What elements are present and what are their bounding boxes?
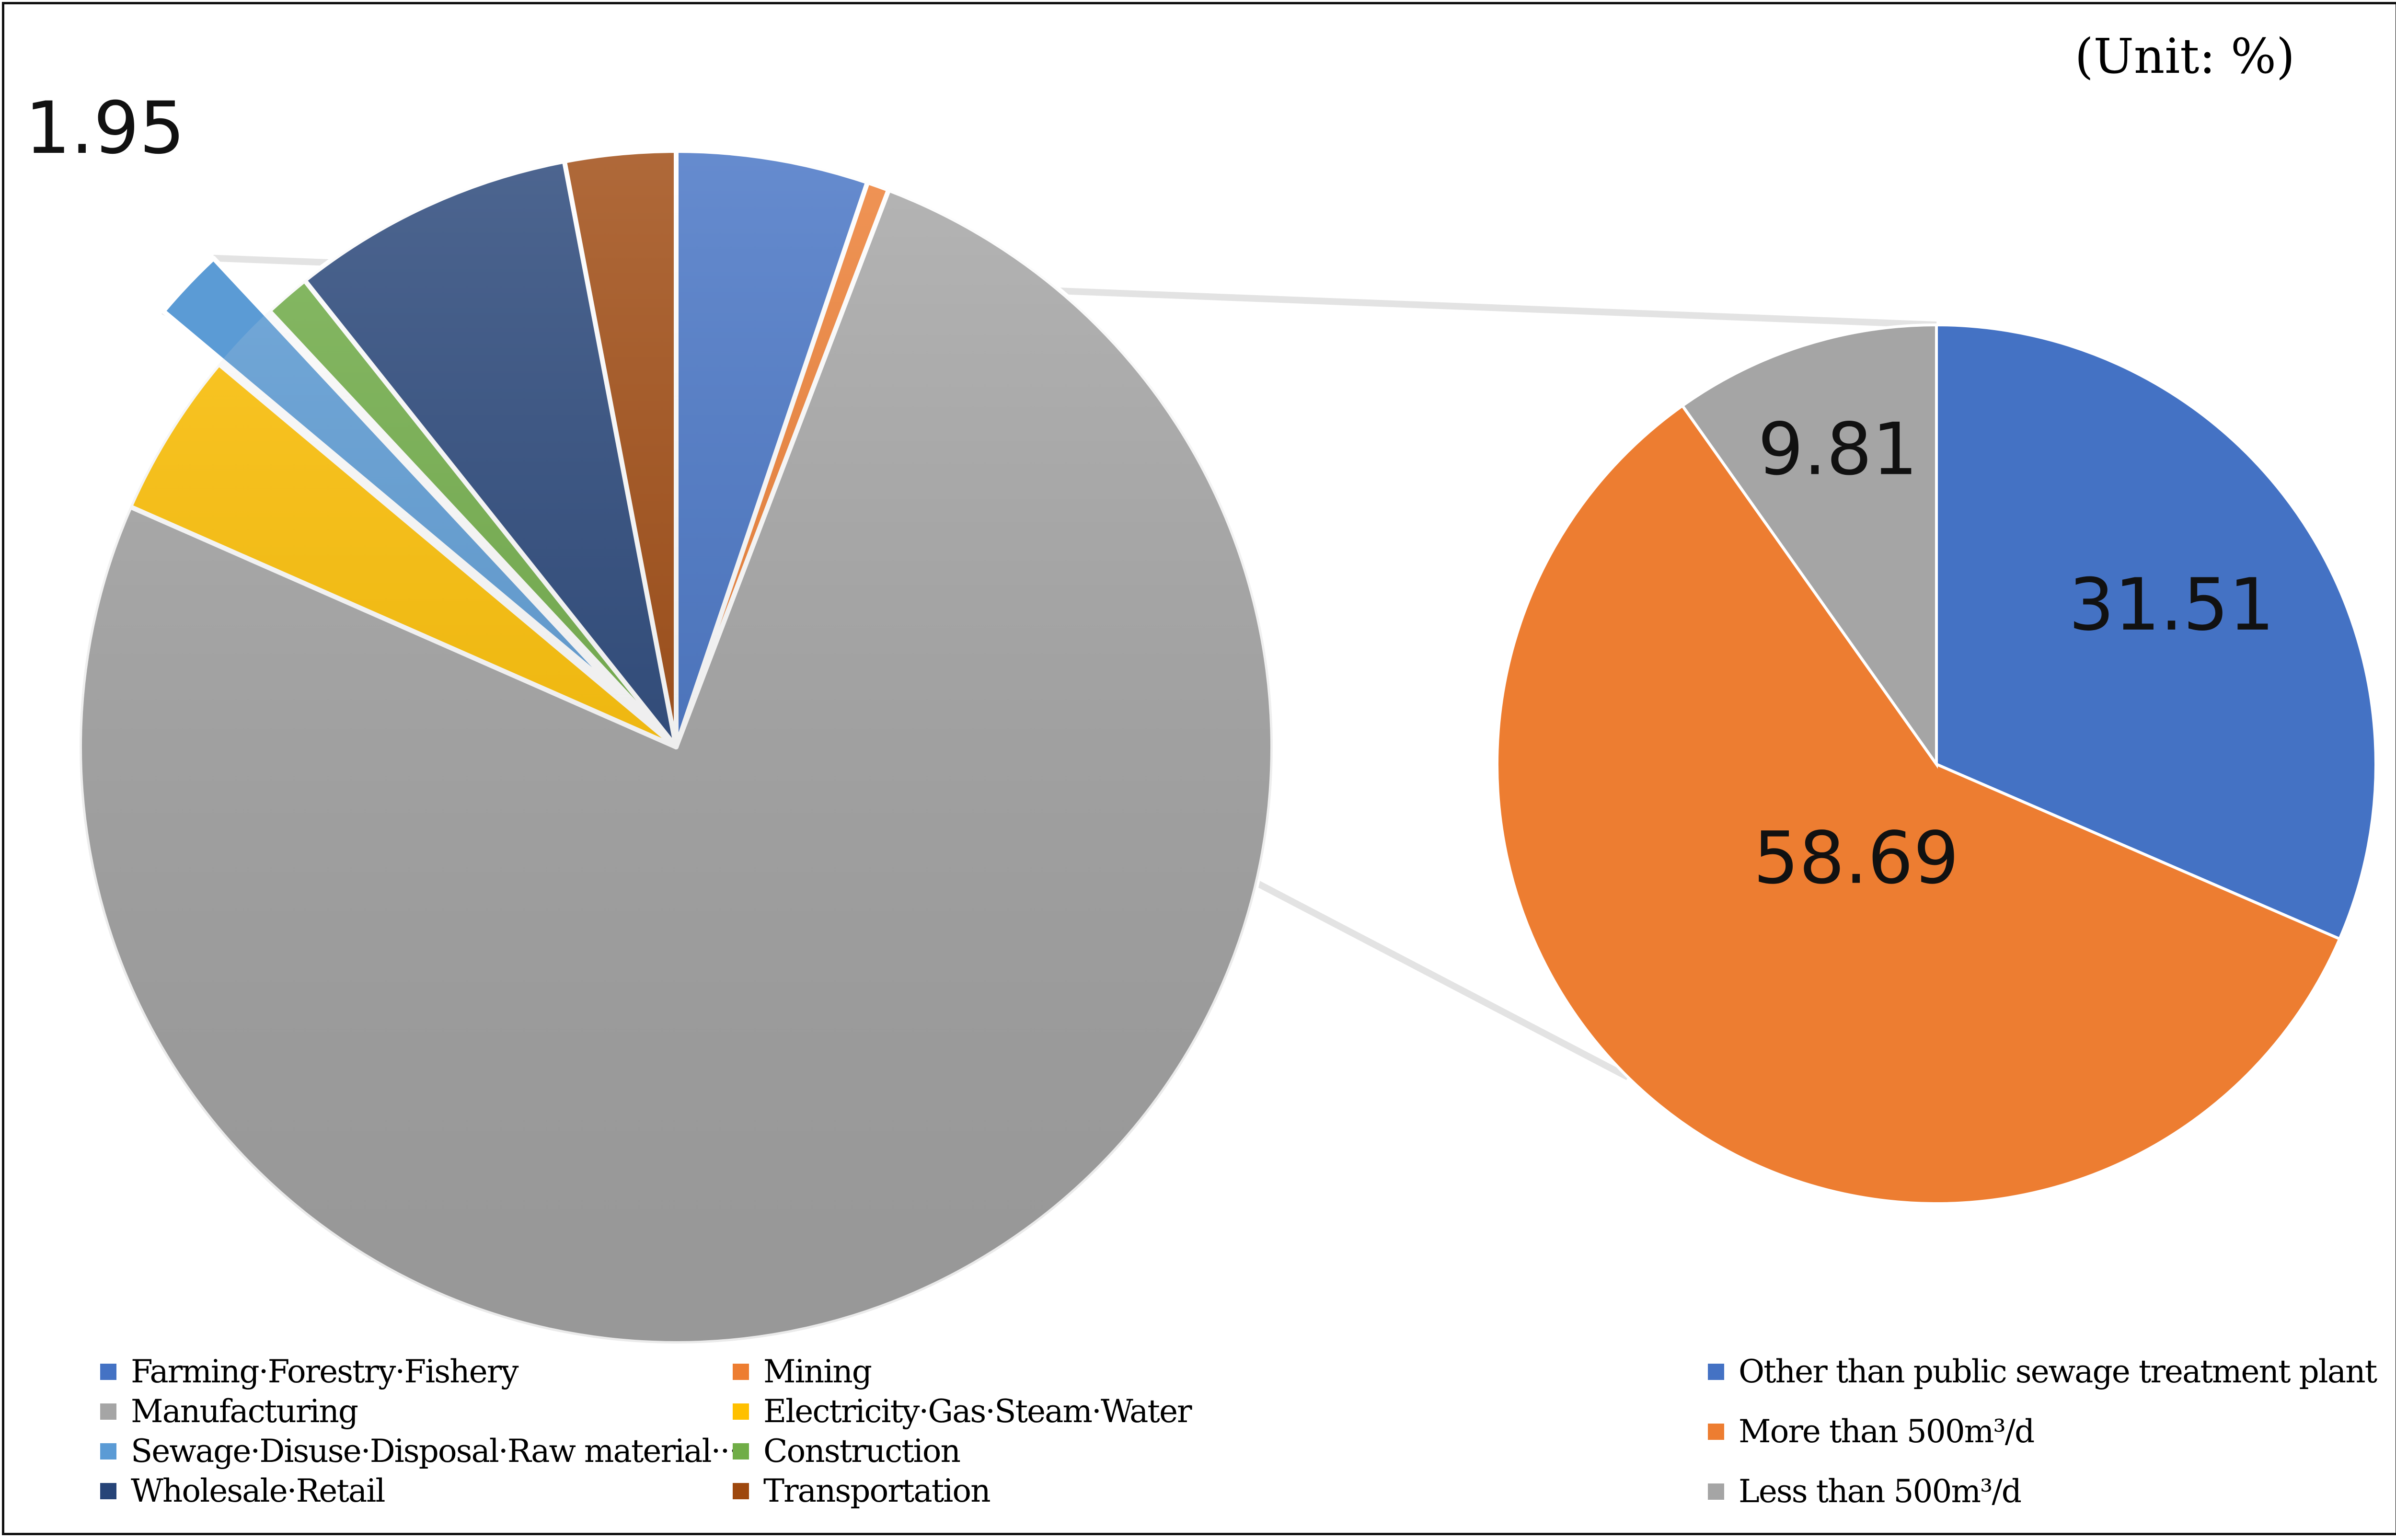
legend-swatch bbox=[100, 1443, 116, 1460]
legend-item-construction: Construction bbox=[733, 1433, 961, 1470]
legend-item-less-than-500m-d: Less than 500m³/d bbox=[1708, 1473, 2022, 1510]
detail-slice-other-than-public-sewage-treatment-plant bbox=[1935, 323, 2377, 941]
legend-swatch bbox=[1708, 1423, 1724, 1440]
detail-slice-less-than-500m-d bbox=[1680, 323, 1938, 769]
legend-label: Less than 500m³/d bbox=[1739, 1473, 2022, 1510]
legend-label: Farming·Forestry·Fishery bbox=[131, 1353, 519, 1390]
legend-label: Sewage·Disuse·Disposal·Raw material··· bbox=[131, 1433, 739, 1470]
legend-swatch bbox=[100, 1483, 116, 1499]
legend-item-more-than-500m-d: More than 500m³/d bbox=[1708, 1413, 2035, 1450]
data-labels: 31.51 58.69 9.81 1.95 bbox=[25, 87, 2274, 900]
legend-swatch bbox=[733, 1363, 749, 1380]
legend-label: Manufacturing bbox=[131, 1393, 358, 1430]
legend-item-sewage-disuse-disposal-raw-material: Sewage·Disuse·Disposal·Raw material··· bbox=[100, 1433, 739, 1470]
detail-slice-more-than-500m-d bbox=[1496, 403, 2342, 1205]
legend-label: Mining bbox=[763, 1353, 872, 1390]
legend-swatch bbox=[1708, 1363, 1724, 1380]
legend-swatch bbox=[733, 1443, 749, 1460]
legend-item-manufacturing: Manufacturing bbox=[100, 1393, 358, 1430]
legend-swatch bbox=[100, 1363, 116, 1380]
data-label-more-than-500m-d: 58.69 bbox=[1753, 817, 1959, 900]
legend-label: Electricity·Gas·Steam·Water bbox=[763, 1393, 1192, 1430]
legend-label: More than 500m³/d bbox=[1739, 1413, 2035, 1450]
legend-item-farming-forestry-fishery: Farming·Forestry·Fishery bbox=[100, 1353, 519, 1390]
legend-swatch bbox=[100, 1403, 116, 1420]
legend-item-electricity-gas-steam-water: Electricity·Gas·Steam·Water bbox=[733, 1393, 1192, 1430]
legend-swatch bbox=[733, 1403, 749, 1420]
legend-label: Construction bbox=[763, 1433, 961, 1470]
legend-label: Transportation bbox=[763, 1472, 991, 1509]
detail-pie bbox=[1496, 323, 2377, 1205]
legend-swatch bbox=[733, 1483, 749, 1499]
chart-canvas: 31.51 58.69 9.81 1.95 bbox=[25, 87, 2377, 1346]
legend-item-wholesale-retail: Wholesale·Retail bbox=[100, 1472, 385, 1509]
legend-label: Other than public sewage treatment plant bbox=[1739, 1353, 2377, 1390]
unit-label: (Unit: %) bbox=[2074, 28, 2295, 84]
data-label-other-than-public-sewage-treatment-plant: 31.51 bbox=[2069, 563, 2274, 647]
legend-item-other-than-public-sewage-treatment-plant: Other than public sewage treatment plant bbox=[1708, 1353, 2377, 1390]
legend-label: Wholesale·Retail bbox=[131, 1472, 385, 1509]
main-pie bbox=[77, 148, 1275, 1346]
legend-swatch bbox=[1708, 1483, 1724, 1500]
legend-item-mining: Mining bbox=[733, 1353, 872, 1390]
legend-item-transportation: Transportation bbox=[733, 1472, 991, 1509]
data-label-sewage-disuse-disposal-raw-material: 1.95 bbox=[25, 87, 185, 170]
data-label-less-than-500m-d: 9.81 bbox=[1758, 408, 1918, 491]
